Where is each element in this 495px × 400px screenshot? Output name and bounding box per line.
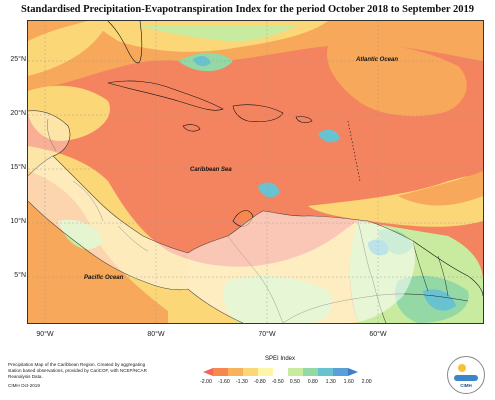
- legend-swatch-7: [303, 368, 318, 376]
- south-america-land: [188, 211, 415, 323]
- legend-ticks: -2.00 -1.60 -1.30 -0.80 -0.50 0.50 0.80 …: [200, 379, 378, 385]
- legend-swatch-1: [213, 368, 228, 376]
- blue-patch-abc: [258, 182, 280, 198]
- legend-tick: -1.30: [235, 379, 248, 385]
- cuba-coast: [107, 80, 224, 111]
- wave-icon: [454, 375, 478, 381]
- lat-label-20: 20°N: [10, 110, 26, 117]
- legend-arrow-high: [348, 368, 358, 376]
- lon-label-80: 80°W: [147, 331, 165, 338]
- puerto-rico-coast: [295, 116, 313, 123]
- label-pacific-ocean: Pacific Ocean: [84, 275, 124, 281]
- lake-maracaibo: [232, 210, 254, 227]
- cimh-logo: CIMH: [447, 356, 485, 394]
- legend-tick: 0.50: [289, 379, 300, 385]
- legend-tick: 1.30: [325, 379, 336, 385]
- legend-swatch-4: [258, 368, 273, 376]
- footer-description: Precipitation Map of the Caribbean Regio…: [8, 362, 147, 380]
- legend-title: SPEI Index: [265, 356, 296, 362]
- jamaica-coast: [182, 124, 201, 132]
- legend-swatch-6: [288, 368, 303, 376]
- lat-label-10: 10°N: [10, 218, 26, 225]
- spei-map: Atlantic Ocean Caribbean Sea Pacific Oce…: [27, 20, 484, 324]
- green-patch-bahamas: [138, 26, 298, 42]
- footer-note: Precipitation Map of the Caribbean Regio…: [8, 362, 158, 389]
- lon-label-70: 70°W: [258, 331, 276, 338]
- legend-tick: -0.80: [253, 379, 266, 385]
- legend-tick: 2.00: [361, 379, 372, 385]
- footer-credit: CIMH Oct-2019: [8, 382, 40, 388]
- legend-tick: -2.00: [200, 379, 212, 385]
- map-canvas: Atlantic Ocean Caribbean Sea Pacific Oce…: [28, 21, 483, 323]
- legend-tick: 0.80: [307, 379, 318, 385]
- yellow-band-florida: [28, 21, 108, 76]
- map-title: Standardised Precipitation-Evapotranspir…: [20, 4, 475, 15]
- label-atlantic-ocean: Atlantic Ocean: [355, 57, 398, 63]
- legend-colorbar: [203, 368, 358, 376]
- legend-swatch-9: [333, 368, 348, 376]
- legend-swatch-2: [228, 368, 243, 376]
- border-suriname-guiana: [437, 255, 449, 297]
- label-caribbean-sea: Caribbean Sea: [190, 167, 232, 173]
- legend-swatch-3: [243, 368, 258, 376]
- lat-label-5: 5°N: [14, 272, 26, 279]
- blue-patch-pr: [318, 129, 340, 143]
- logo-text: CIMH: [460, 383, 472, 388]
- sun-icon: [458, 364, 466, 372]
- florida-coast: [107, 21, 143, 64]
- lat-label-15: 15°N: [10, 164, 26, 171]
- legend-tick: -0.50: [271, 379, 284, 385]
- border-belize: [47, 118, 57, 152]
- lon-label-60: 60°W: [369, 331, 387, 338]
- hispaniola-coast: [232, 104, 284, 123]
- yellow-patch-yucatan: [28, 85, 110, 141]
- orange-band-southeast: [398, 171, 483, 206]
- lat-label-25: 25°N: [10, 56, 26, 63]
- legend-swatch-5: [273, 368, 288, 376]
- lon-label-90: 90°W: [36, 331, 54, 338]
- yucatan-land: [28, 110, 70, 176]
- legend-arrow-low: [203, 368, 213, 376]
- orange-patch-atlantic: [327, 43, 467, 117]
- legend-tick: -1.60: [217, 379, 230, 385]
- legend-tick: 1.60: [343, 379, 354, 385]
- legend-swatch-8: [318, 368, 333, 376]
